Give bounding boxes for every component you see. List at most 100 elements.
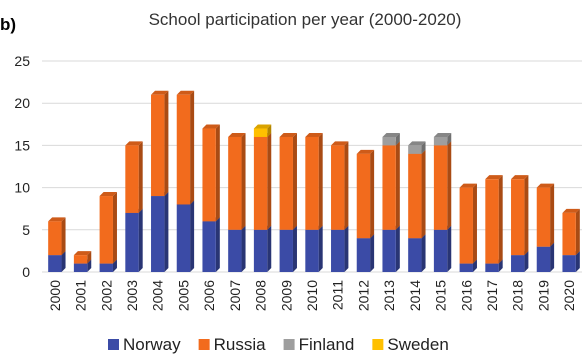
bar-segment-norway-2007 xyxy=(228,229,242,272)
bars xyxy=(48,90,580,272)
bar-top-russia xyxy=(562,208,580,213)
x-tick-label: 2016 xyxy=(458,280,474,311)
legend-swatch-russia xyxy=(198,339,210,350)
bar-side-norway xyxy=(87,259,92,272)
bar-top-russia xyxy=(176,90,195,95)
legend-swatch-sweden xyxy=(372,339,384,350)
x-tick-label: 2000 xyxy=(47,280,63,311)
x-tick-label: 2001 xyxy=(73,280,89,311)
legend-label-finland: Finland xyxy=(299,335,355,354)
bar-side-russia xyxy=(575,208,580,256)
bar-segment-norway-2016 xyxy=(459,263,473,272)
bar-top-russia xyxy=(356,149,375,154)
bar-side-norway xyxy=(524,251,529,272)
x-tick-label: 2004 xyxy=(150,280,166,311)
x-tick-label: 2013 xyxy=(381,280,397,311)
bar-segment-russia-2008 xyxy=(253,136,268,230)
bar-segment-russia-2012 xyxy=(356,153,371,239)
bar-segment-norway-2013 xyxy=(382,229,396,272)
bar-side-russia xyxy=(215,124,220,222)
bar-top-russia xyxy=(511,175,529,180)
bar-side-russia xyxy=(344,141,349,230)
bar-segment-russia-2015 xyxy=(433,145,448,230)
bar-top-russia xyxy=(279,132,297,137)
bar-top-russia xyxy=(536,183,555,188)
bar-side-russia xyxy=(267,132,272,230)
bar-segment-norway-2015 xyxy=(433,229,448,272)
bar-side-norway xyxy=(138,208,143,272)
panel-label: b) xyxy=(0,15,16,34)
bar-segment-sweden-2008 xyxy=(253,128,268,137)
bar-segment-norway-2009 xyxy=(279,229,293,272)
x-tick-label: 2010 xyxy=(304,280,320,311)
bar-segment-russia-2014 xyxy=(408,153,422,239)
bar-segment-russia-2017 xyxy=(485,179,499,264)
x-tick-label: 2011 xyxy=(330,280,346,310)
legend-label-russia: Russia xyxy=(214,335,267,354)
bar-top-russia xyxy=(305,132,323,137)
bar-segment-finland-2013 xyxy=(382,136,396,146)
bar-top-russia xyxy=(331,141,349,146)
bar-side-norway xyxy=(421,234,426,272)
bar-top-russia xyxy=(125,141,143,146)
bar-segment-norway-2000 xyxy=(48,255,62,272)
y-tick-label: 10 xyxy=(14,180,30,196)
x-tick-label: 2017 xyxy=(484,280,500,311)
x-tick-label: 2015 xyxy=(433,280,449,311)
bar-top-russia xyxy=(151,90,169,95)
bar-top-finland xyxy=(408,141,426,146)
bar-side-russia xyxy=(61,217,66,256)
bar-segment-norway-2003 xyxy=(125,212,139,272)
bar-side-russia xyxy=(318,132,323,230)
bar-segment-norway-2010 xyxy=(305,229,319,272)
legend: Norway Russia Finland Sweden xyxy=(108,335,449,354)
bar-segment-russia-2000 xyxy=(48,221,62,256)
bar-top-russia xyxy=(459,183,477,188)
bar-segment-norway-2017 xyxy=(485,263,499,272)
bar-side-norway xyxy=(267,225,272,272)
bar-top-russia xyxy=(73,251,92,256)
bar-side-russia xyxy=(524,175,529,256)
x-tick-label: 2019 xyxy=(535,280,551,311)
bar-side-russia xyxy=(292,132,297,230)
x-axis-ticks: 2000 2001 2002 2003 2004 2005 2006 2007 2008 2009… xyxy=(47,280,577,311)
bar-segment-russia-2001 xyxy=(73,255,88,264)
bar-side-norway xyxy=(550,242,555,272)
bar-segment-russia-2003 xyxy=(125,145,139,213)
bar-segment-russia-2010 xyxy=(305,136,319,230)
bar-side-norway xyxy=(498,259,503,272)
bar-segment-finland-2014 xyxy=(408,145,422,154)
bar-segment-finland-2015 xyxy=(433,136,448,146)
bar-segment-russia-2005 xyxy=(176,94,191,205)
bar-segment-russia-2013 xyxy=(382,145,396,230)
bar-segment-russia-2019 xyxy=(536,187,551,247)
legend-swatch-finland xyxy=(283,339,295,350)
bar-side-russia xyxy=(164,90,169,197)
bar-top-russia xyxy=(228,132,246,137)
bar-segment-russia-2009 xyxy=(279,136,293,230)
y-tick-label: 5 xyxy=(22,222,30,238)
bar-side-russia xyxy=(395,141,400,230)
bar-side-russia xyxy=(190,90,195,205)
y-axis-ticks: 0 5 10 15 20 25 xyxy=(14,53,30,280)
bar-side-finland xyxy=(447,132,452,146)
bar-segment-norway-2020 xyxy=(562,255,576,272)
bar-segment-russia-2006 xyxy=(202,128,216,222)
x-tick-label: 2006 xyxy=(201,280,217,311)
bar-segment-norway-2019 xyxy=(536,246,551,272)
legend-label-norway: Norway xyxy=(123,335,181,354)
bar-side-sweden xyxy=(267,124,272,137)
bar-segment-norway-2001 xyxy=(73,263,88,272)
legend-swatch-norway xyxy=(108,339,119,350)
bar-segment-norway-2011 xyxy=(331,229,345,272)
bar-side-finland xyxy=(421,141,426,154)
bar-side-norway xyxy=(241,225,246,272)
x-tick-label: 2014 xyxy=(407,280,423,311)
bar-side-norway xyxy=(344,225,349,272)
bar-segment-russia-2002 xyxy=(99,196,113,264)
y-tick-label: 25 xyxy=(14,53,30,69)
x-tick-label: 2009 xyxy=(278,280,294,311)
bar-side-norway xyxy=(190,200,195,272)
